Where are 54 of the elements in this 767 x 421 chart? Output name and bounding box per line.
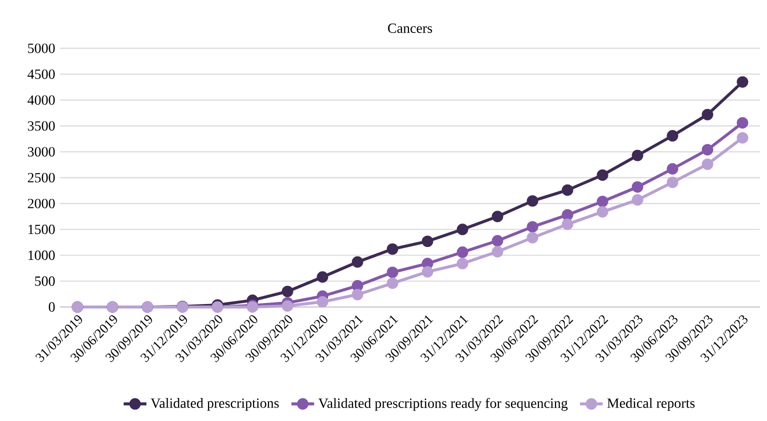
point (386, 243, 398, 255)
point (456, 258, 468, 270)
point (386, 277, 398, 289)
point (282, 300, 294, 312)
point (736, 132, 748, 144)
y-tick-label: 3000 (28, 147, 55, 157)
point (456, 224, 468, 236)
point (666, 163, 678, 175)
point (526, 232, 538, 244)
point (492, 246, 504, 258)
legend-label: Validated prescriptions (150, 398, 279, 411)
point (562, 209, 574, 221)
point (492, 210, 504, 222)
point (456, 246, 468, 258)
point (316, 296, 328, 308)
point (562, 184, 574, 196)
y-tick-label: 500 (35, 276, 55, 286)
point (596, 206, 608, 218)
point (666, 176, 678, 188)
point (492, 235, 504, 247)
point (526, 195, 538, 207)
y-tick-label: 4000 (28, 95, 55, 105)
point (632, 194, 644, 206)
y-tick-label: 1500 (28, 224, 55, 234)
point (702, 108, 714, 120)
point (282, 286, 294, 298)
point (562, 218, 574, 230)
point (386, 266, 398, 278)
point (596, 169, 608, 181)
point (352, 280, 364, 292)
point (422, 266, 434, 278)
y-tick-label: 4500 (28, 69, 55, 79)
y-tick-label: 1000 (28, 250, 55, 260)
y-tick-label: 0 (48, 302, 55, 312)
point (596, 196, 608, 208)
point (702, 144, 714, 156)
y-tick-label: 5000 (28, 44, 55, 54)
y-tick-label: 2500 (28, 172, 55, 182)
point (702, 158, 714, 170)
point (666, 130, 678, 142)
point (632, 150, 644, 162)
point (422, 236, 434, 248)
chart-title: Cancers (388, 24, 432, 33)
y-tick-label: 2000 (28, 198, 55, 208)
point (316, 271, 328, 283)
point (526, 221, 538, 233)
point (736, 76, 748, 88)
point (352, 288, 364, 300)
legend-label: Medical reports (607, 398, 695, 411)
point (736, 117, 748, 129)
y-tick-label: 3500 (28, 121, 55, 131)
point (352, 256, 364, 268)
point (632, 181, 644, 193)
legend-label: Validated prescriptions ready for sequencing (318, 398, 568, 411)
